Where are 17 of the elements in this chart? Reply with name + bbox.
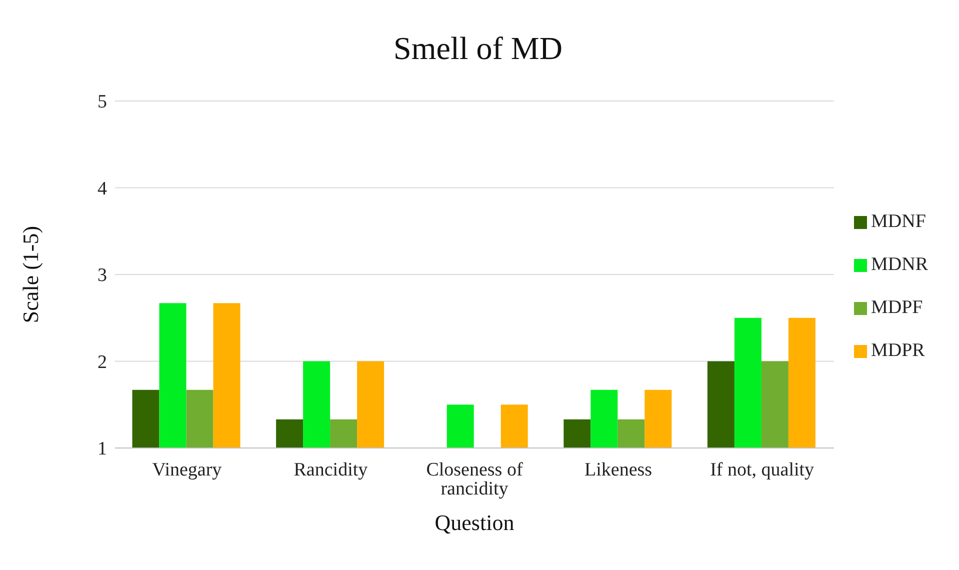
x-tick-label: Vinegary [152,459,222,480]
y-tick-label: 1 [98,438,107,460]
y-tick-label: 2 [98,352,107,373]
chart-title: Smell of MD [392,30,564,67]
x-tick-label: Rancidity [294,459,368,480]
legend-label: MDNR [870,254,928,274]
y-tick-label: 3 [98,265,107,286]
legend-label: MDNF [870,210,926,232]
legend-label: MDPR [870,340,925,360]
legend-label: MDPF [870,296,923,318]
y-tick-label: 5 [98,92,107,113]
x-tick-label: If not, quality [710,459,815,480]
y-tick-label: 4 [98,178,108,200]
y-axis-title: Scale (1-5) [18,226,43,324]
x-tick-label: Likeness [584,459,652,480]
x-tick-label: Closeness of rancidity [426,459,524,500]
x-axis-title: Question [434,510,514,535]
